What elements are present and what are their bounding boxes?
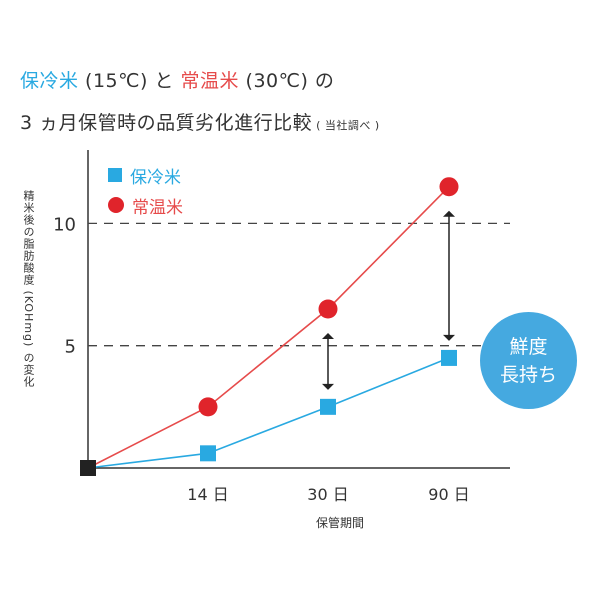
arrowhead-up-3	[443, 210, 455, 217]
legend-item-cold-rice: 保冷米	[108, 160, 183, 190]
x-tick-label-1: 14 日	[187, 485, 228, 504]
arrowhead-down-2	[322, 383, 334, 390]
circle-marker-icon	[108, 197, 124, 213]
arrowhead-up-2	[322, 333, 334, 339]
y-tick-label-5: 5	[65, 337, 76, 358]
arrowhead-down-3	[443, 334, 455, 341]
y-axis-label: 精米後の脂肪酸度 (KOHmg) の変化	[22, 190, 35, 388]
chart-title-line2: 3 ヵ月保管時の品質劣化進行比較( 当社調べ )	[20, 108, 380, 135]
origin-point	[80, 460, 96, 476]
x-tick-label-3: 90 日	[428, 485, 469, 504]
legend-label-warm-rice: 常温米	[132, 197, 183, 218]
x-axis-label: 保管期間	[315, 516, 364, 530]
cold-rice-point-1	[200, 445, 216, 462]
chart-title-text: 3 ヵ月保管時の品質劣化進行比較	[20, 112, 313, 134]
badge-line2: 長持ち	[499, 363, 557, 386]
warm-rice-point-1	[198, 397, 218, 417]
warm-rice-point-2	[318, 299, 338, 319]
warm-rice-point-3	[439, 177, 459, 197]
title-segment-3: (30℃) の	[239, 70, 335, 92]
title-segment-2: 常温米	[180, 70, 239, 92]
chart-title-note: ( 当社調べ )	[316, 119, 380, 132]
x-tick-label-2: 30 日	[307, 485, 348, 504]
cold-rice-point-2	[320, 398, 336, 415]
cold-rice-point-3	[441, 349, 457, 366]
title-segment-1: (15℃) と	[78, 70, 181, 92]
title-segment-0: 保冷米	[20, 70, 79, 92]
series-line-cold-rice	[87, 357, 450, 469]
square-marker-icon	[108, 168, 122, 182]
series-line-warm-rice	[87, 186, 450, 469]
chart-legend: 保冷米 常温米	[108, 160, 183, 220]
badge-line1: 鮮度	[509, 335, 548, 358]
legend-item-warm-rice: 常温米	[108, 190, 183, 220]
chart-title-line1: 保冷米 (15℃) と 常温米 (30℃) の	[20, 66, 334, 93]
legend-label-cold-rice: 保冷米	[130, 167, 181, 188]
y-tick-label-10: 10	[53, 214, 76, 235]
freshness-badge: 鮮度 長持ち	[480, 312, 577, 409]
